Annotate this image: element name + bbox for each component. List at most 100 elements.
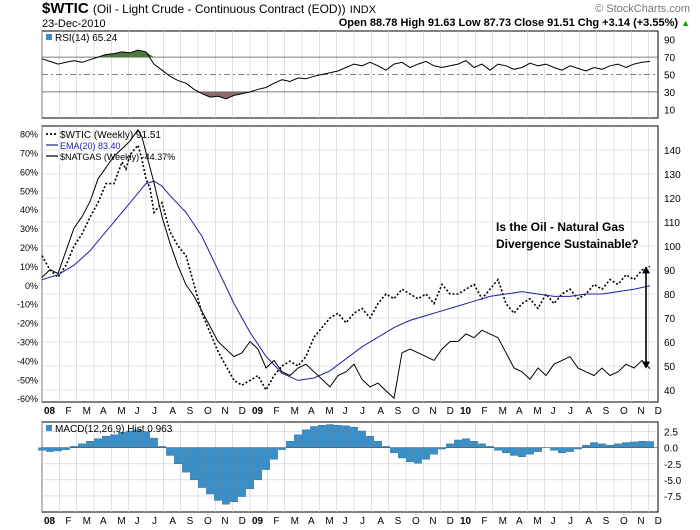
rsi-line xyxy=(41,49,651,100)
macd-x-tick-label: N xyxy=(637,516,644,527)
macd-hist-bar xyxy=(510,447,518,456)
price-x-tick-label: J xyxy=(360,406,365,417)
macd-x-tick-label: D xyxy=(447,516,454,527)
rsi-tick-label: 50 xyxy=(664,71,676,82)
exchange: INDX xyxy=(349,4,377,16)
rsi-tick-label: 10 xyxy=(664,105,676,116)
macd-hist-bar xyxy=(518,447,526,457)
rsi-legend-icon xyxy=(46,34,52,40)
price-x-tick-label: N xyxy=(429,406,436,417)
price-series-line-0 xyxy=(41,143,651,392)
price-legend-label: EMA(20) 83.40 xyxy=(60,141,121,151)
price-x-tick-label: D xyxy=(655,406,662,417)
macd-hist-bar xyxy=(182,447,190,473)
macd-x-tick-label: A xyxy=(308,516,315,527)
macd-hist-bar xyxy=(630,441,638,448)
macd-hist-bar xyxy=(150,437,158,448)
price-x-tick-label: O xyxy=(620,406,628,417)
price-x-tick-label: J xyxy=(152,406,157,417)
macd-hist-bar xyxy=(534,447,542,452)
symbol: $WTIC xyxy=(42,0,89,17)
macd-x-tick-label: S xyxy=(603,516,610,527)
macd-x-tick-label: M xyxy=(533,516,541,527)
macd-hist-bar xyxy=(550,447,558,451)
macd-hist-bar xyxy=(454,439,462,448)
macd-hist-bar xyxy=(422,447,430,460)
price-x-tick-label: D xyxy=(239,406,246,417)
price-x-tick-label: A xyxy=(308,406,315,417)
divergence-arrow-head-down xyxy=(642,361,650,369)
price-x-tick-label: 09 xyxy=(252,406,264,417)
macd-hist-bar xyxy=(638,441,646,448)
price-x-tick-label: A xyxy=(169,406,176,417)
macd-x-tick-label: A xyxy=(585,516,592,527)
macd-x-tick-label: D xyxy=(655,516,662,527)
macd-hist-bar xyxy=(166,447,174,456)
macd-hist-bar xyxy=(230,447,238,502)
macd-hist-bar xyxy=(238,447,246,497)
macd-hist-bar xyxy=(526,447,534,455)
price-x-tick-label: N xyxy=(637,406,644,417)
macd-x-tick-label: 08 xyxy=(44,516,56,527)
rsi-oversold-fill xyxy=(226,91,234,99)
macd-hist-bar xyxy=(102,435,110,448)
price-right-tick-label: 140 xyxy=(664,146,681,157)
macd-hist-bar xyxy=(390,447,398,454)
macd-x-tick-label: 10 xyxy=(460,516,472,527)
macd-x-tick-label: J xyxy=(135,516,140,527)
macd-hist-bar xyxy=(502,447,510,454)
price-left-tick-label: -40% xyxy=(17,356,38,366)
price-right-tick-label: 80 xyxy=(664,290,676,301)
macd-hist-bar xyxy=(302,429,310,448)
price-left-tick-label: 50% xyxy=(20,186,38,196)
macd-hist-bar xyxy=(606,444,614,448)
macd-x-tick-label: F xyxy=(273,516,279,527)
macd-x-tick-label: A xyxy=(516,516,523,527)
macd-hist-bar xyxy=(646,441,654,448)
macd-hist-bar xyxy=(206,447,214,495)
macd-x-tick-label: S xyxy=(187,516,194,527)
price-x-tick-label: 08 xyxy=(44,406,56,417)
price-x-tick-label: N xyxy=(221,406,228,417)
macd-hist-bar xyxy=(406,447,414,463)
macd-x-tick-label: O xyxy=(204,516,212,527)
macd-hist-bar xyxy=(350,426,358,448)
price-x-tick-label: S xyxy=(187,406,194,417)
macd-hist-bar xyxy=(94,438,102,448)
macd-hist-bar xyxy=(462,438,470,448)
ohlc-values: Open 88.78 High 91.63 Low 87.73 Close 91… xyxy=(338,17,679,29)
price-x-tick-label: F xyxy=(65,406,71,417)
price-left-tick-label: 10% xyxy=(20,262,38,272)
price-x-tick-label: M xyxy=(499,406,507,417)
rsi-oversold-fill xyxy=(218,91,226,99)
macd-x-tick-label: A xyxy=(377,516,384,527)
price-right-tick-label: 90 xyxy=(664,266,676,277)
macd-x-tick-label: M xyxy=(117,516,125,527)
price-x-tick-label: F xyxy=(273,406,279,417)
macd-legend-icon xyxy=(46,425,52,431)
price-x-tick-label: J xyxy=(343,406,348,417)
price-legend-label: $NATGAS (Weekly) -44.37% xyxy=(60,152,175,162)
price-left-tick-label: 0% xyxy=(25,281,38,291)
macd-hist-bar xyxy=(190,447,198,481)
price-x-tick-label: J xyxy=(568,406,573,417)
macd-tick-label: -5.0 xyxy=(664,476,682,487)
macd-x-tick-label: J xyxy=(551,516,556,527)
macd-x-tick-label: F xyxy=(65,516,71,527)
macd-hist-bar xyxy=(198,447,206,488)
price-x-tick-label: M xyxy=(325,406,333,417)
macd-tick-label: 0.0 xyxy=(664,444,678,455)
price-x-tick-label: A xyxy=(100,406,107,417)
rsi-tick-label: 90 xyxy=(664,36,676,47)
price-series-line-2 xyxy=(41,128,651,400)
macd-hist-bar xyxy=(254,447,262,481)
macd-x-tick-label: O xyxy=(620,516,628,527)
macd-x-tick-label: J xyxy=(360,516,365,527)
macd-hist-bar xyxy=(262,447,270,470)
macd-x-tick-label: M xyxy=(499,516,507,527)
price-x-tick-label: M xyxy=(83,406,91,417)
macd-x-tick-label: F xyxy=(481,516,487,527)
macd-hist-bar xyxy=(398,447,406,459)
macd-hist-bar xyxy=(318,425,326,448)
macd-x-tick-label: M xyxy=(325,516,333,527)
